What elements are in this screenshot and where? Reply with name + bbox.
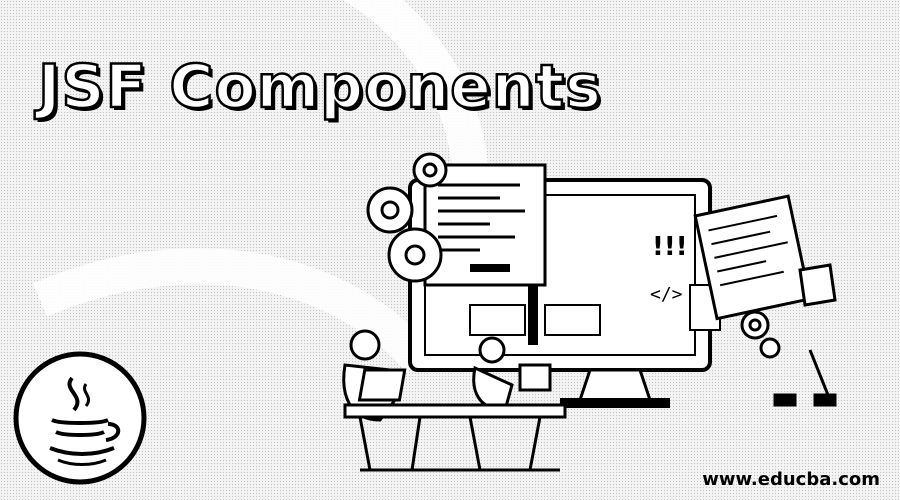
code-tag-symbol: </> [650, 284, 683, 305]
page-title: JSF Components [37, 51, 602, 124]
gear-icon [366, 152, 781, 359]
code-window-icon [423, 163, 547, 287]
floor-stand [773, 349, 837, 407]
document-icon [693, 194, 837, 321]
desk [343, 403, 567, 472]
site-url: www.educba.com [702, 469, 880, 490]
alert-symbol: !!! [652, 232, 688, 262]
person-at-desk-icon [342, 329, 552, 422]
java-coffee-cup-icon [13, 351, 147, 485]
